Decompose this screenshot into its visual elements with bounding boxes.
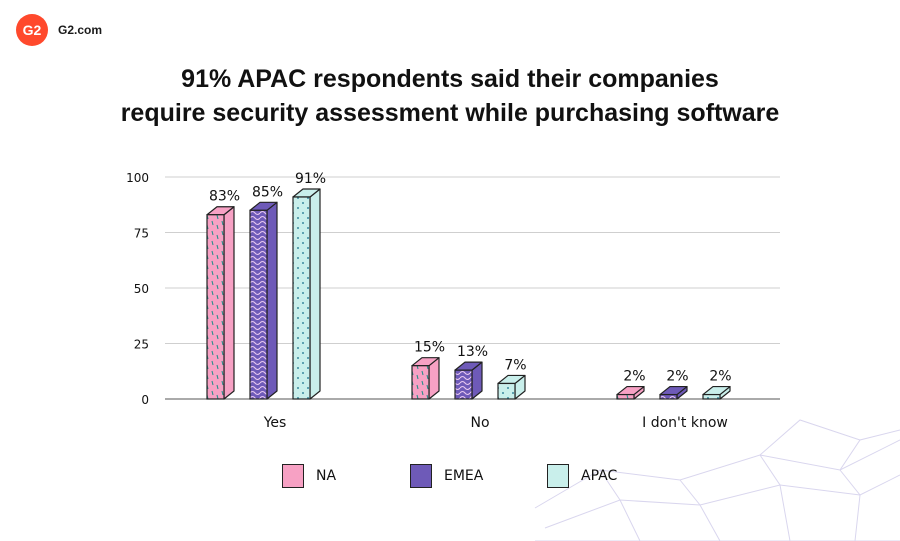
data-label: 91% (295, 171, 326, 187)
x-tick-label: Yes (263, 415, 287, 431)
legend-item-emea: EMEA (410, 464, 483, 488)
legend-label: APAC (581, 468, 618, 484)
y-tick-label: 25 (134, 338, 149, 352)
bar-apac-0 (292, 188, 321, 400)
data-label: 83% (209, 189, 240, 205)
legend-item-apac: APAC (547, 464, 617, 488)
chart-title: 91% APAC respondents said their companie… (0, 62, 900, 130)
data-label: 13% (457, 344, 488, 360)
y-tick-label: 50 (134, 282, 149, 296)
legend: NA EMEA APAC (0, 464, 900, 490)
bar-na-2 (616, 385, 645, 400)
brand-name: G2.com (58, 23, 103, 37)
data-label: 2% (623, 369, 645, 385)
y-tick-label: 0 (141, 393, 149, 407)
data-label: 2% (709, 369, 731, 385)
legend-label: EMEA (444, 468, 484, 484)
y-axis-ticks: 0 25 50 75 100 (126, 171, 149, 407)
bar-na-1 (411, 357, 440, 400)
data-label: 7% (504, 357, 526, 373)
x-axis-ticks: Yes No I don't know (263, 415, 728, 431)
y-tick-label: 100 (126, 171, 149, 185)
bar-emea-2 (659, 385, 688, 400)
bar-apac-1 (497, 374, 526, 400)
chart-title-line-1: 91% APAC respondents said their companie… (181, 65, 719, 93)
g2-logo-icon: G2 (16, 14, 48, 46)
legend-item-na: NA (282, 464, 336, 488)
svg-text:G2: G2 (23, 22, 42, 38)
chart-title-line-2: require security assessment while purcha… (120, 99, 780, 127)
data-label: 2% (666, 369, 688, 385)
bar-apac-2 (702, 385, 731, 400)
brand: G2 G2.com (16, 14, 102, 46)
legend-swatch (547, 464, 569, 488)
x-tick-label: I don't know (642, 415, 728, 431)
data-label: 15% (414, 340, 445, 356)
bars: 83% 85% 91% 15% 13% 7% 2% 2% 2% (206, 171, 732, 400)
legend-swatch (410, 464, 432, 488)
legend-label: NA (316, 468, 337, 484)
legend-swatch (282, 464, 304, 488)
data-label: 85% (252, 184, 283, 200)
x-tick-label: No (470, 415, 489, 431)
bar-emea-1 (454, 361, 483, 400)
bar-emea-0 (249, 201, 278, 400)
y-tick-label: 75 (134, 227, 149, 241)
bar-na-0 (206, 206, 235, 400)
